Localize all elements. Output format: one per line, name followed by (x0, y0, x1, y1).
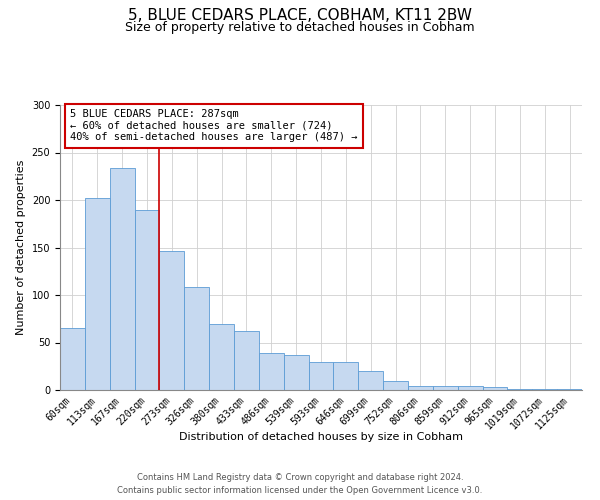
Bar (308, 362, 334, 390)
Bar (134, 210, 160, 390)
Bar (334, 362, 358, 390)
Bar (110, 168, 134, 390)
Text: Distribution of detached houses by size in Cobham: Distribution of detached houses by size … (179, 432, 463, 442)
Bar (532, 389, 557, 390)
Bar (284, 355, 308, 390)
Bar (482, 387, 508, 390)
Bar (383, 380, 408, 390)
Bar (358, 371, 383, 390)
Bar (458, 386, 482, 390)
Y-axis label: Number of detached properties: Number of detached properties (16, 160, 26, 335)
Bar (508, 389, 532, 390)
Bar (408, 386, 433, 390)
Bar (160, 252, 184, 390)
Text: Contains HM Land Registry data © Crown copyright and database right 2024.
Contai: Contains HM Land Registry data © Crown c… (118, 473, 482, 495)
Bar (209, 324, 234, 390)
Bar (234, 331, 259, 390)
Bar (557, 389, 582, 390)
Text: Size of property relative to detached houses in Cobham: Size of property relative to detached ho… (125, 22, 475, 35)
Text: 5, BLUE CEDARS PLACE, COBHAM, KT11 2BW: 5, BLUE CEDARS PLACE, COBHAM, KT11 2BW (128, 8, 472, 22)
Bar (259, 353, 284, 390)
Bar (85, 198, 110, 390)
Bar (433, 386, 458, 390)
Bar (184, 288, 209, 390)
Bar (60, 328, 85, 390)
Text: 5 BLUE CEDARS PLACE: 287sqm
← 60% of detached houses are smaller (724)
40% of se: 5 BLUE CEDARS PLACE: 287sqm ← 60% of det… (70, 110, 358, 142)
